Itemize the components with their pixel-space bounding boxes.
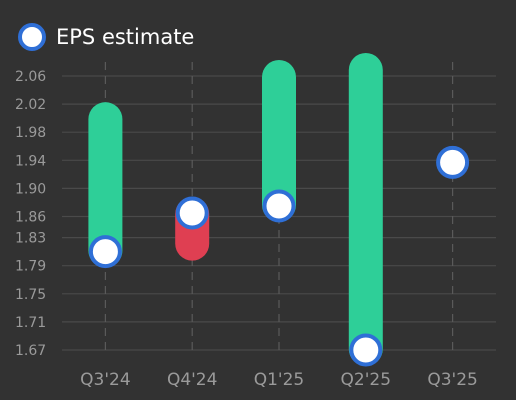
range-bar (88, 102, 123, 268)
y-tick-label: 1.90 (15, 181, 46, 197)
y-tick-label: 1.67 (15, 343, 46, 359)
y-tick-label: 1.79 (15, 259, 46, 275)
y-tick-label: 1.98 (15, 125, 46, 141)
x-tick-label: Q3'25 (427, 370, 478, 390)
range-bar (348, 52, 383, 366)
x-tick-label: Q4'24 (167, 370, 218, 390)
circle-marker-icon (18, 23, 46, 51)
range-bar (262, 60, 296, 222)
y-tick-label: 1.83 (15, 231, 46, 247)
y-tick-label: 2.06 (15, 69, 46, 85)
y-tick-label: 1.86 (15, 210, 46, 226)
eps-estimate-marker (262, 189, 296, 223)
eps-estimate-marker (88, 235, 122, 269)
y-tick-label: 2.02 (15, 97, 46, 113)
x-tick-label: Q2'25 (341, 370, 392, 390)
x-tick-label: Q1'25 (254, 370, 305, 390)
y-tick-label: 1.71 (15, 315, 46, 331)
y-tick-label: 1.94 (15, 153, 46, 169)
x-tick-label: Q3'24 (80, 370, 131, 390)
eps-estimate-marker (349, 333, 383, 367)
legend[interactable]: EPS estimate (18, 19, 194, 55)
eps-estimate-marker (175, 196, 209, 230)
eps-estimate-marker (436, 145, 470, 179)
legend-label: EPS estimate (56, 25, 195, 49)
y-tick-label: 1.75 (15, 287, 46, 303)
